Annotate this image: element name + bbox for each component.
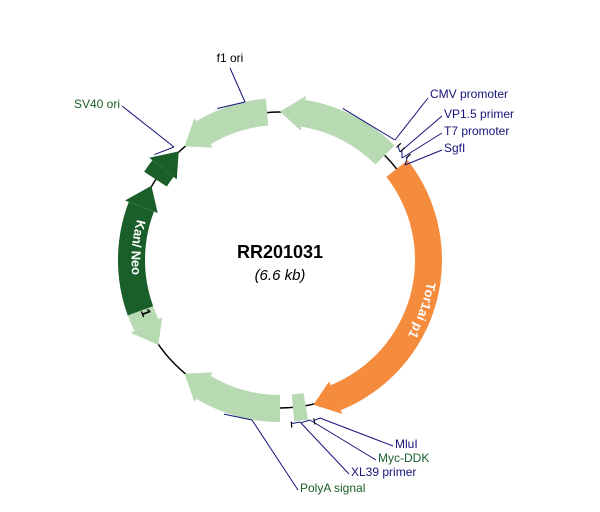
leader-polya-2: [252, 420, 298, 490]
leader-vp15: [398, 146, 400, 152]
leader-sv40ori-2: [122, 106, 174, 147]
label-xl39: XL39 primer: [351, 465, 416, 479]
label-mlui: MluI: [395, 437, 418, 451]
feature-cmv: [301, 100, 394, 165]
label-polya: PolyA signal: [300, 481, 365, 495]
plasmid-map: Tor1ai p1Col E1Kan/ NeoCMV promoterMyc-D…: [0, 0, 600, 512]
label-cmv: CMV promoter: [430, 87, 508, 101]
tick-t7: [400, 148, 404, 152]
leader-xl39-2: [300, 422, 349, 474]
label-sv40ori: SV40 ori: [74, 97, 120, 111]
plasmid-name: RR201031: [237, 242, 323, 262]
leader-f1ori-2: [230, 68, 245, 102]
leader-cmv-2: [395, 98, 428, 140]
feature-mycddk: [292, 393, 308, 421]
feature-f1ori: [197, 99, 269, 145]
label-sgfi: SgfI: [444, 141, 465, 155]
feature-polya: [197, 376, 280, 422]
tick-mlui: [314, 418, 315, 424]
leader-mycddk-2: [310, 420, 376, 460]
label-f1ori: f1 ori: [217, 51, 244, 65]
label-vp15: VP1.5 primer: [444, 107, 514, 121]
leader-xl39: [291, 422, 300, 424]
plasmid-size: (6.6 kb): [255, 267, 306, 284]
leader-mlui: [314, 418, 320, 420]
label-t7: T7 promoter: [444, 124, 509, 138]
label-mycddk: Myc-DDK: [378, 451, 429, 465]
leader-mlui-2: [320, 418, 393, 446]
